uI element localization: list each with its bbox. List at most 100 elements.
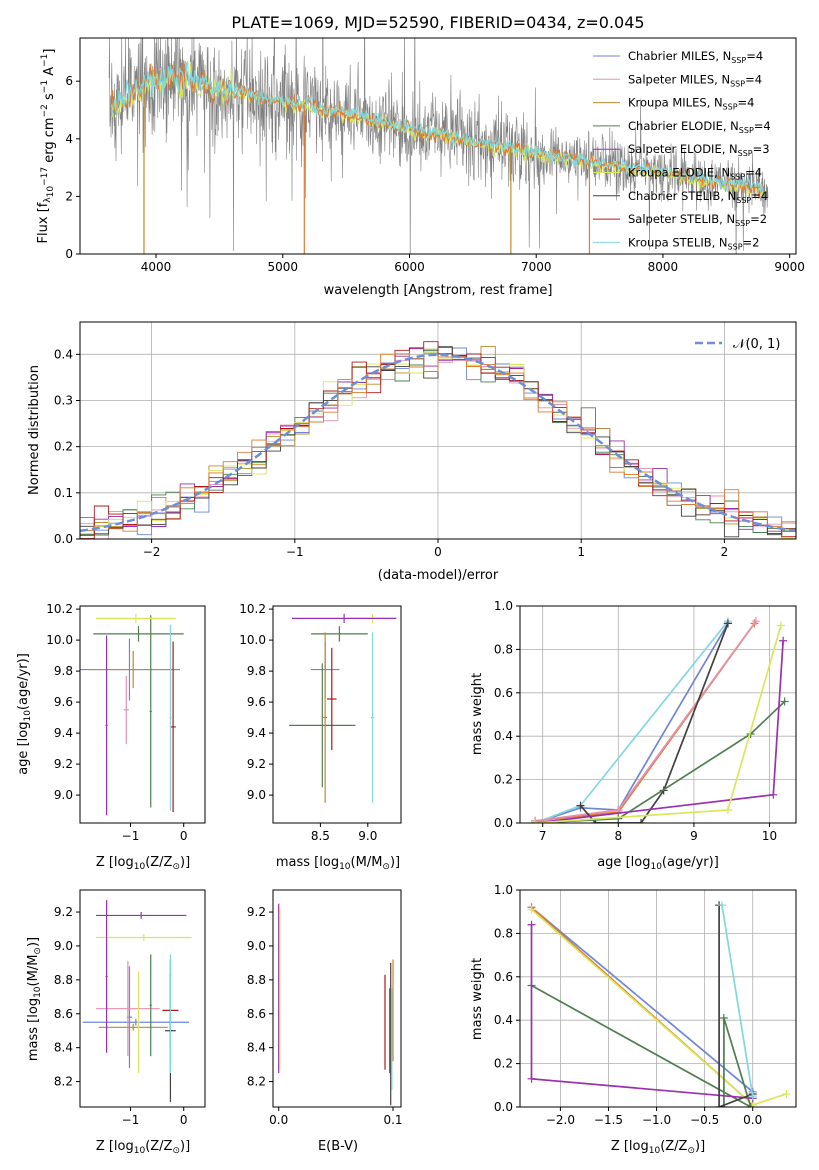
series-marker	[723, 619, 732, 628]
x-axis-label-part: (Z/Z	[145, 855, 172, 870]
series-line	[534, 622, 729, 823]
y-tick-label: 9.0	[247, 788, 266, 802]
axes-frame	[519, 605, 797, 824]
y-axis-label-part: mass [log	[26, 998, 41, 1061]
axes-frame	[79, 37, 797, 255]
y-tick-label: 8.6	[54, 1007, 73, 1021]
y-axis-label: mass weight	[470, 673, 485, 755]
x-axis-label-part: (age/yr)]	[662, 855, 719, 870]
y-axis-label: Flux [fλ10−17 erg cm−2 s−1 A−1]	[36, 49, 57, 244]
y-tick-label: 9.2	[54, 757, 73, 771]
plot-area-massweight_vs_age	[531, 617, 789, 823]
x-axis-label-part: ⊙	[172, 862, 180, 872]
axes-frame	[519, 889, 797, 1108]
y-axis-label-part: Flux [f	[36, 202, 51, 243]
series-marker	[751, 617, 760, 626]
series-marker	[527, 1074, 536, 1083]
y-axis-label-part: 10	[23, 710, 33, 722]
y-tick-label: 0	[65, 247, 73, 261]
x-axis-label-part: (Z/Z	[660, 1139, 687, 1154]
x-axis-label-part: Z [log	[96, 1139, 134, 1154]
y-axis-label: age [log10(age/yr)]	[16, 653, 33, 775]
x-axis-label: Z [log10(Z/Z⊙)]	[96, 1139, 190, 1156]
y-axis-label-part: −17	[40, 167, 50, 186]
y-tick-label: 9.0	[247, 939, 266, 953]
x-axis-label-part: 10	[650, 862, 662, 872]
series-line	[535, 700, 786, 823]
series-marker	[527, 905, 536, 914]
series-marker	[779, 636, 788, 645]
legend-label: Kroupa STELIB, NSSP=2	[628, 235, 759, 251]
y-axis-label-part: A	[42, 67, 57, 80]
x-tick-label: 6000	[394, 260, 425, 274]
x-axis-label: Z [log10(Z/Z⊙)]	[611, 1139, 705, 1156]
x-tick-label: 9	[690, 829, 698, 843]
x-tick-label: 0.0	[269, 1113, 288, 1127]
y-axis-label-part: age [log	[16, 722, 31, 775]
y-axis-label: Normed distribution	[27, 365, 42, 495]
legend-label: Salpeter MILES, NSSP=4	[628, 72, 762, 88]
series-marker	[614, 814, 623, 823]
y-tick-label: 0.1	[54, 486, 73, 500]
y-tick-label: 0.2	[494, 1057, 513, 1071]
series-marker	[527, 920, 536, 929]
x-axis-label-part: )]	[180, 855, 190, 870]
series-line	[531, 984, 752, 1107]
x-axis-label: (data-model)/error	[378, 568, 499, 583]
x-tick-label: 8000	[648, 260, 679, 274]
y-tick-label: 8.8	[247, 973, 266, 987]
y-axis-label-part: 10	[46, 186, 56, 198]
series-line	[721, 905, 754, 1097]
series-line	[579, 623, 729, 823]
y-axis-label-part: 10	[33, 986, 43, 998]
y-axis-label-part: (age/yr)]	[16, 653, 31, 710]
series-marker	[723, 805, 732, 814]
x-tick-label: 0	[434, 545, 442, 559]
x-axis-label: age [log10(age/yr)]	[597, 855, 719, 872]
x-tick-label: 1	[577, 545, 585, 559]
y-axis-label-part: )]	[26, 937, 41, 947]
x-tick-label: −2.0	[546, 1113, 575, 1127]
axes-age_vs_mass: 8.5 9.0 9.0 9.2 9.4 9.6 9.8 10.0 10.2	[239, 602, 402, 843]
axes-spectrum: 4000 5000 6000 7000 8000 9000 0 2 4 6	[65, 37, 805, 274]
y-tick-label: 9.0	[54, 788, 73, 802]
x-tick-label: 8	[614, 829, 622, 843]
y-tick-label: 10.2	[239, 602, 266, 616]
y-tick-label: 0.2	[54, 440, 73, 454]
x-axis-label-part: 10	[339, 862, 351, 872]
series-marker	[780, 697, 789, 706]
x-tick-label: 0	[180, 1113, 188, 1127]
series-line	[718, 905, 754, 1107]
x-axis-label-part: )]	[180, 1139, 190, 1154]
y-tick-label: 0.8	[494, 642, 513, 656]
series-marker	[746, 1103, 755, 1107]
axes-massweight_vs_z: −2.0 −1.5 −1.0 −0.5 0.0 0.0 0.2 0.4 0.6 0.8 1.0	[494, 883, 797, 1127]
x-axis-label-part: 10	[649, 1146, 661, 1156]
legend-normal-label: 𝒩(0, 1)	[733, 337, 780, 352]
x-tick-label: 5000	[267, 260, 298, 274]
x-axis-label: mass [log10(M/M⊙)]	[276, 855, 400, 872]
series-marker	[636, 819, 645, 823]
y-tick-label: 1.0	[494, 599, 513, 613]
axes-frame	[272, 889, 402, 1108]
y-tick-label: 9.4	[247, 726, 266, 740]
y-tick-label: 0.0	[494, 1100, 513, 1114]
legend-label: Kroupa MILES, NSSP=4	[628, 96, 754, 112]
y-tick-label: 9.8	[54, 664, 73, 678]
x-tick-label: −1	[122, 829, 140, 843]
y-axis-label-part: −1	[40, 54, 50, 67]
x-axis-label-part: 10	[134, 862, 146, 872]
y-tick-label: 9.2	[54, 905, 73, 919]
y-tick-label: 9.8	[247, 664, 266, 678]
x-tick-label: −1.5	[594, 1113, 623, 1127]
y-tick-label: 10.2	[46, 602, 73, 616]
y-axis-label: mass [log10(M/M⊙)]	[26, 937, 43, 1061]
x-tick-label: −0.5	[690, 1113, 719, 1127]
legend-label: Chabrier ELODIE, NSSP=4	[628, 119, 771, 135]
axes-age_vs_z: −1 0 9.0 9.2 9.4 9.6 9.8 10.0 10.2	[46, 602, 206, 843]
y-tick-label: 8.2	[247, 1075, 266, 1089]
legend-label: Chabrier STELIB, NSSP=4	[628, 189, 768, 205]
axes-frame	[272, 605, 402, 824]
axes-massweight_vs_age: 7 8 9 10 0.0 0.2 0.4 0.6 0.8 1.0	[494, 599, 797, 843]
